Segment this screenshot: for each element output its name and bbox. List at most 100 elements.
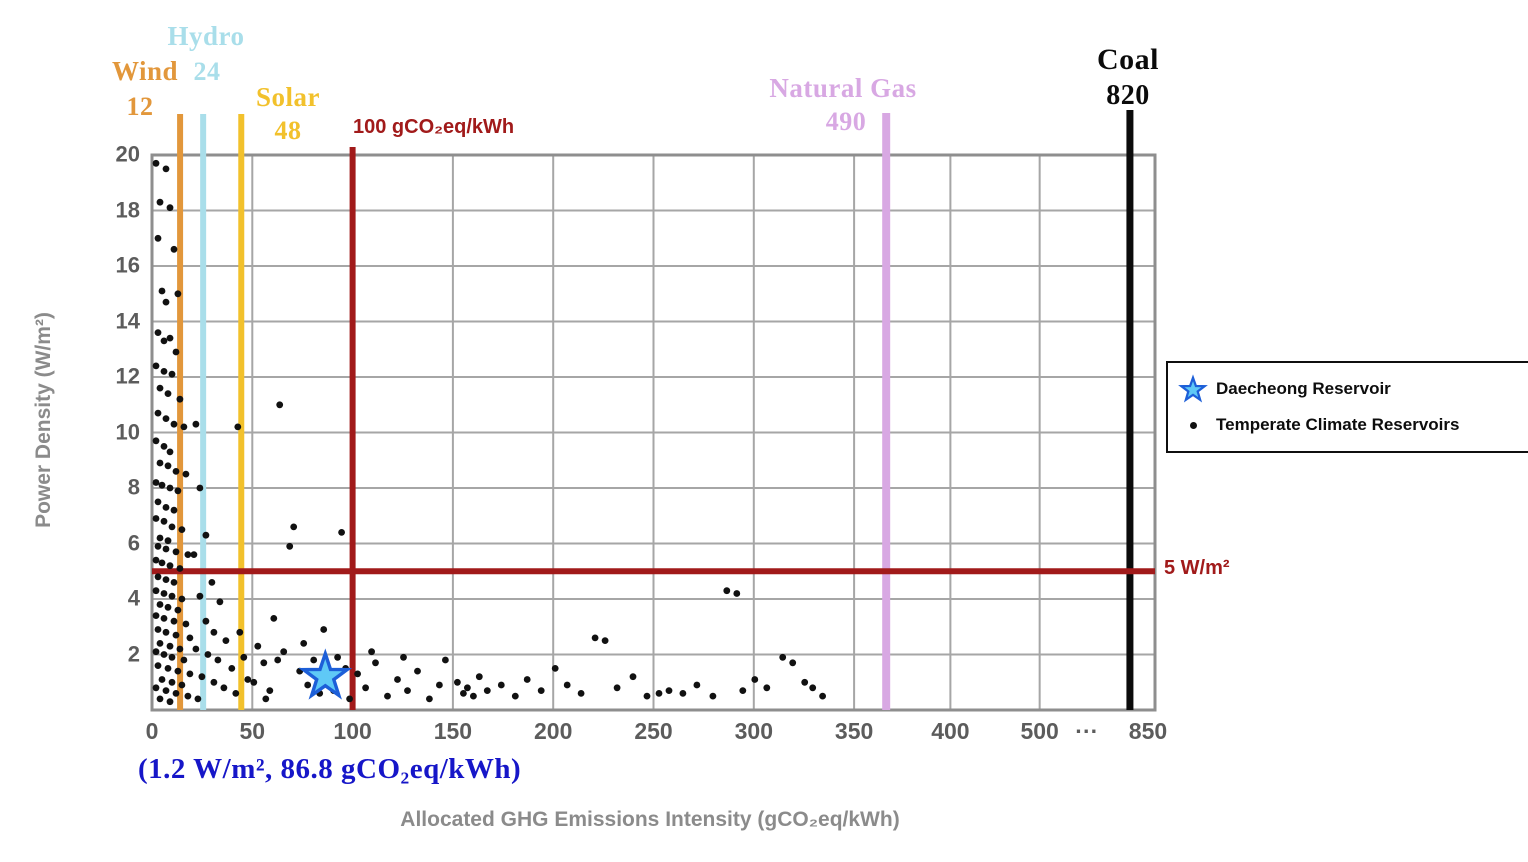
solar-line-label: Solar (255, 82, 321, 112)
reservoir-point (164, 537, 172, 545)
reservoir-point (202, 617, 210, 625)
reservoir-point (190, 551, 198, 558)
reservoir-point (160, 337, 168, 345)
reservoir-point (334, 653, 341, 661)
reservoir-point (368, 648, 375, 656)
reservoir-point (158, 559, 166, 567)
y-tick-label: 4 (127, 585, 140, 611)
reservoir-point (176, 565, 184, 572)
wind-line-label: Wind (111, 56, 179, 86)
coal-line-value: 820 (1106, 80, 1150, 111)
plot-border (150, 153, 1157, 712)
reservoir-point (166, 698, 174, 706)
reservoir-point (577, 690, 585, 697)
reservoir-point (186, 670, 194, 678)
reservoir-point (693, 681, 701, 689)
reservoir-point (160, 517, 168, 525)
reservoir-point (160, 615, 168, 622)
reservoir-point (154, 409, 162, 417)
reservoir-point (162, 576, 170, 583)
reservoir-point (160, 368, 168, 375)
reservoir-point (156, 384, 164, 392)
reservoir-point (222, 637, 230, 644)
reservoir-point (483, 687, 491, 694)
reservoir-point (168, 653, 176, 661)
reservoir-point (166, 334, 174, 342)
reservoir-point (679, 690, 687, 697)
reservoir-point (372, 659, 379, 667)
reservoir-point (414, 667, 421, 675)
reservoir-point (178, 595, 186, 603)
reservoir-point (436, 681, 443, 689)
reservoir-point (274, 656, 282, 664)
reservoir-point (232, 690, 240, 697)
reservoir-point (214, 656, 222, 664)
reservoir-point (162, 415, 170, 422)
reservoir-point (166, 484, 174, 492)
reservoir-point (186, 634, 194, 642)
reservoir-point (210, 678, 218, 686)
x-tick-label: 400 (931, 718, 970, 744)
reservoir-point (551, 665, 559, 672)
reservoir-point (168, 678, 176, 686)
x-tick-label: 200 (534, 718, 573, 744)
reservoir-point (156, 534, 164, 542)
reservoir-point (158, 676, 166, 683)
reservoir-point (172, 348, 180, 356)
legend: Daecheong Reservoir Temperate Climate Re… (1166, 361, 1528, 453)
reservoir-point (180, 656, 188, 664)
reservoir-point (164, 390, 172, 397)
reservoir-point (779, 653, 787, 661)
reservoir-point (160, 590, 168, 597)
reservoir-point (152, 612, 160, 619)
reservoir-point (166, 204, 174, 212)
reservoir-point (194, 695, 202, 703)
reservoir-point (809, 684, 817, 692)
reservoir-point (338, 529, 345, 536)
reservoir-point (162, 165, 170, 173)
reservoir-point (454, 678, 461, 686)
reservoir-point (184, 692, 192, 700)
reservoir-point (174, 667, 182, 675)
reservoir-point (170, 420, 178, 428)
x-tick-label: 250 (634, 718, 673, 744)
reservoir-point (196, 484, 204, 492)
x-tick-label: 150 (433, 718, 473, 744)
reservoir-point (154, 573, 162, 581)
reservoir-point (270, 615, 278, 622)
reservoir-point (178, 526, 186, 533)
x-tick-label: 0 (145, 718, 159, 744)
reservoir-point (156, 601, 164, 608)
y-tick-label: 2 (127, 640, 140, 666)
hydro-line-value: 24 (193, 57, 221, 86)
reservoir-point (202, 531, 210, 539)
reservoir-point (152, 362, 160, 370)
reservoir-point (164, 665, 172, 672)
reservoir-point (244, 676, 252, 683)
reservoir-point (152, 684, 160, 692)
legend-label-daecheong: Daecheong Reservoir (1216, 379, 1391, 398)
reservoir-point (154, 662, 162, 669)
reservoir-point (260, 659, 268, 667)
reservoir-point (154, 498, 162, 506)
reservoir-point (152, 159, 160, 167)
reservoir-point (220, 684, 228, 692)
reservoir-point (470, 692, 477, 700)
reservoir-point (178, 681, 186, 689)
reservoir-point (613, 684, 621, 692)
reservoir-point (789, 659, 797, 667)
reservoir-point (162, 298, 170, 306)
reservoir-point (156, 459, 164, 467)
reservoir-point (763, 684, 771, 692)
star-annotation: (1.2 W/m², 86.8 gCO₂eq/kWh) (138, 753, 522, 785)
reservoir-point (739, 687, 747, 694)
natural-gas-line-label: Natural Gas (769, 73, 917, 103)
reservoir-point (819, 692, 826, 700)
y-tick-label: 18 (115, 196, 140, 222)
reservoir-point (709, 692, 717, 700)
reservoir-point (236, 628, 244, 636)
hydro-line-label: Hydro (167, 21, 245, 51)
reservoir-point (152, 437, 160, 445)
reservoir-point (310, 656, 318, 664)
reservoir-point (216, 598, 224, 606)
